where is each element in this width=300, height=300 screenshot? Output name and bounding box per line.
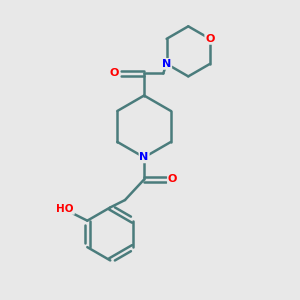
Text: HO: HO <box>56 204 74 214</box>
Text: O: O <box>205 34 214 44</box>
Text: O: O <box>110 68 119 78</box>
Text: N: N <box>162 59 171 69</box>
Text: O: O <box>168 174 177 184</box>
Text: N: N <box>140 152 149 162</box>
